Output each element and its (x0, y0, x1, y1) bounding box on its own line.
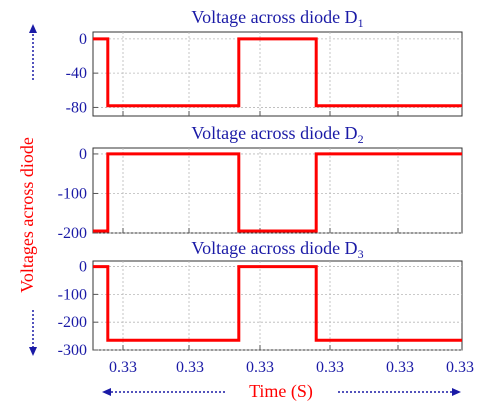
voltage-trace (93, 152, 462, 233)
panel-title: Voltage across diode D2 (191, 123, 363, 146)
voltage-trace (93, 265, 462, 342)
panel-title: Voltage across diode D1 (191, 7, 363, 30)
panel-title-text: Voltage across diode D (191, 7, 357, 27)
x-axis-arrowhead-right (452, 388, 461, 396)
y-tick-label: -100 (58, 185, 87, 202)
plot-area (92, 260, 463, 351)
y-tick-label: -40 (66, 65, 87, 82)
y-tick-label: -200 (58, 225, 87, 242)
y-axis-label: Voltages across diode (17, 137, 37, 293)
panel-title-subscript: 3 (358, 247, 364, 261)
y-tick-label: -100 (58, 286, 87, 303)
plot-area (92, 147, 463, 234)
plot-area (92, 31, 463, 117)
y-axis-arrowhead-up (29, 24, 37, 33)
panel-title-subscript: 1 (358, 16, 364, 30)
x-tick-label: 0.33 (446, 359, 474, 376)
voltage-trace (93, 37, 462, 108)
panel-title-subscript: 2 (358, 132, 364, 146)
y-tick-label: -300 (58, 342, 87, 359)
panel-title: Voltage across diode D3 (191, 238, 363, 261)
x-axis-label: Time (S) (249, 381, 313, 402)
panel-3: 0 -100 -200 -300 Voltage across diode D3 (58, 238, 463, 359)
x-tick-label: 0.33 (386, 359, 414, 376)
x-tick-label: 0.33 (109, 359, 137, 376)
x-axis-arrowhead-left (102, 388, 111, 396)
y-tick-label: 0 (79, 146, 87, 163)
panel-1: 0 -40 -80 Voltage across diode D1 (66, 7, 463, 117)
panel-2: 0 -100 -200 Voltage across diode D2 (58, 123, 463, 242)
x-tick-label: 0.33 (246, 359, 274, 376)
y-tick-label: 0 (79, 259, 87, 276)
x-tick-label: 0.33 (176, 359, 204, 376)
panel-title-text: Voltage across diode D (191, 123, 357, 143)
x-tick-label: 0.33 (316, 359, 344, 376)
y-tick-label: -80 (66, 99, 87, 116)
panel-title-text: Voltage across diode D (191, 238, 357, 258)
y-tick-label: 0 (79, 31, 87, 48)
y-axis-arrowhead-down (29, 347, 37, 356)
y-tick-label: -200 (58, 314, 87, 331)
